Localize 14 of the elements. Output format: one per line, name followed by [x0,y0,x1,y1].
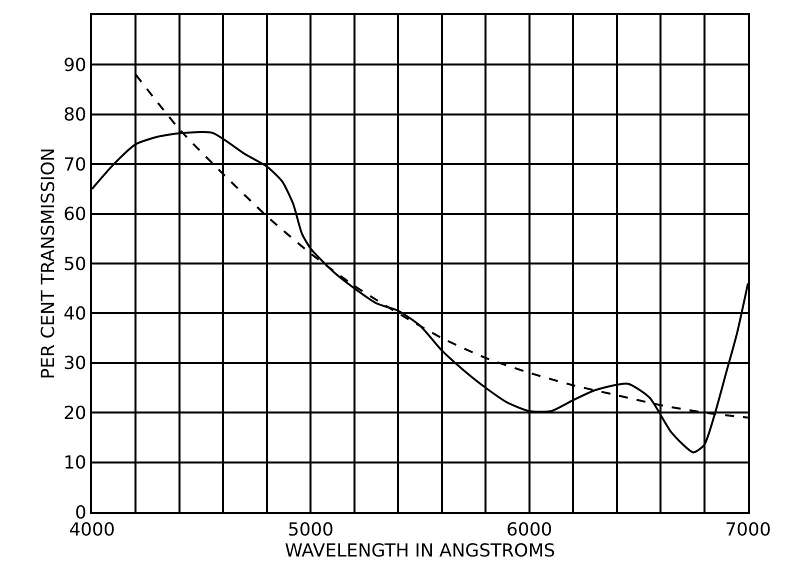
y-tick-label: 60 [63,204,86,226]
y-tick-label: 50 [63,254,86,275]
y-tick-label: 20 [63,402,86,424]
y-axis-title: PER CENT TRANSMISSION [38,148,60,380]
x-tick-label: 5000 [288,520,334,541]
y-tick-label: 90 [63,55,86,76]
x-axis-title: WAVELENGTH IN ANGSTROMS [284,540,556,562]
y-tick-label: 80 [63,104,86,126]
y-tick-label: 10 [63,452,86,474]
x-tick-label: 7000 [725,520,771,541]
y-tick-label: 30 [63,353,86,374]
y-tick-label: 70 [63,154,86,176]
x-tick-label: 6000 [506,520,552,541]
y-tick-label: 40 [63,304,86,324]
